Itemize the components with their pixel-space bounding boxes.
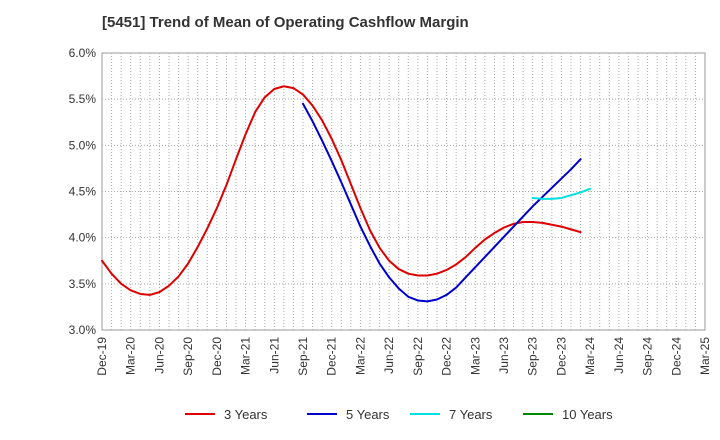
x-tick-label: Mar-20 [124,337,138,375]
y-tick-label: 3.5% [69,277,97,291]
legend-layer: 3 Years 5 Years 7 Years 10 Years [185,407,613,422]
series-line-7-years [531,187,592,200]
y-tick-label: 4.5% [69,185,97,199]
grid-layer [101,52,706,331]
x-tick-label: Dec-20 [210,337,224,376]
x-tick-label: Sep-20 [181,337,195,376]
x-tick-label: Jun-23 [497,337,511,374]
y-tick-label: 4.0% [69,231,97,245]
legend-label: 5 Years [346,407,390,422]
x-tick-label: Sep-22 [411,337,425,376]
series-line-3-years [101,85,582,296]
y-tick-label: 5.0% [69,138,97,152]
legend-label: 10 Years [562,407,613,422]
series-line-5-years [302,102,582,303]
x-tick-label: Mar-25 [698,337,712,375]
legend-label: 7 Years [449,407,493,422]
plot-frame [101,52,706,331]
x-tick-label: Dec-21 [325,337,339,376]
x-tick-label: Dec-22 [440,337,454,376]
x-tick-label: Dec-24 [669,337,683,376]
x-tick-label: Mar-21 [239,337,253,375]
x-tick-label: Sep-24 [641,337,655,376]
x-tick-label: Sep-21 [296,337,310,376]
x-tick-label: Mar-23 [468,337,482,375]
x-tick-label: Jun-24 [612,337,626,374]
x-tick-label: Mar-24 [583,337,597,375]
x-tick-label: Dec-23 [554,337,568,376]
x-tick-label: Jun-22 [382,337,396,374]
legend-label: 3 Years [224,407,268,422]
x-tick-label: Jun-21 [267,337,281,374]
series-layer [101,85,592,303]
axis-layer: 3.0% 3.5% 4.0% 4.5% 5.0% 5.5% 6.0% Dec-19 Mar-20… [69,46,712,376]
x-tick-label: Jun-20 [152,337,166,374]
chart-title: [5451] Trend of Mean of Operating Cashfl… [102,14,469,31]
y-tick-label: 3.0% [69,323,97,337]
x-tick-label: Sep-23 [526,337,540,376]
y-tick-label: 6.0% [69,46,97,60]
x-tick-label: Mar-22 [353,337,367,375]
y-tick-label: 5.5% [69,92,97,106]
x-tick-label: Dec-19 [95,337,109,376]
